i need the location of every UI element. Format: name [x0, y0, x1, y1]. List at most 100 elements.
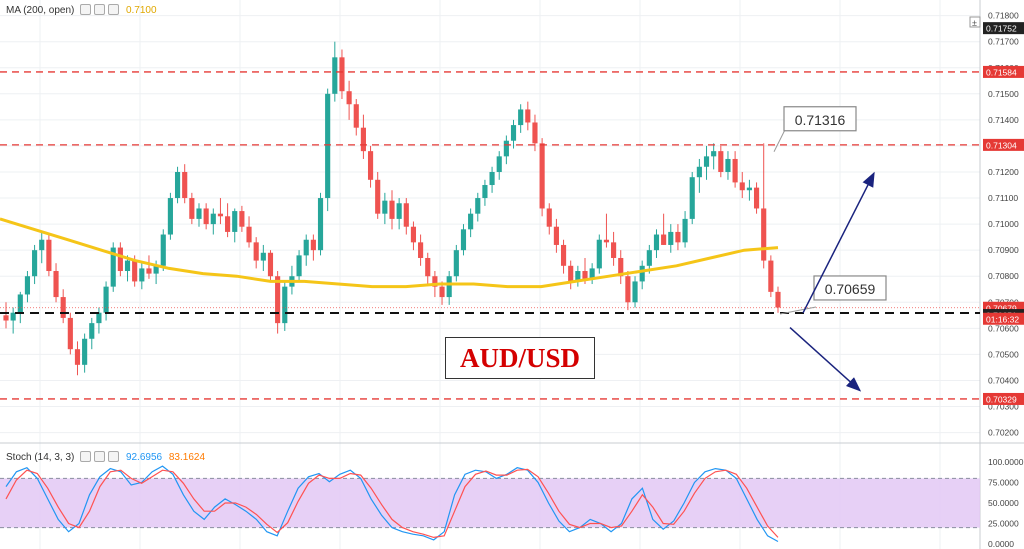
candle-body: [182, 171, 188, 199]
price-tick-label: 0.71400: [988, 115, 1019, 125]
candle-body: [646, 250, 652, 266]
candle-body: [589, 268, 595, 279]
stoch-tick-label: 100.0000: [988, 457, 1024, 467]
candle-body: [82, 338, 88, 365]
candle-body: [160, 234, 166, 266]
stoch-tick-label: 0.0000: [988, 539, 1014, 549]
callout-value-high: 0.71316: [795, 112, 846, 128]
candle-body: [296, 255, 302, 277]
ma-value: 0.7100: [125, 5, 157, 16]
candle-body: [403, 203, 409, 227]
candle-body: [582, 271, 588, 279]
candle-body: [146, 268, 152, 274]
candle-body: [225, 216, 231, 232]
countdown-label: 01:16:32: [986, 314, 1019, 324]
candle-body: [39, 239, 45, 251]
candle-body: [653, 234, 660, 251]
candle-body: [668, 231, 674, 245]
callout-pointer: [773, 127, 787, 152]
candle-body: [46, 239, 52, 272]
candle-body: [468, 213, 474, 230]
candle-body: [525, 109, 531, 123]
settings-icon[interactable]: [94, 451, 106, 462]
candle-body: [117, 247, 123, 272]
stoch-tick-label: 25.0000: [988, 519, 1019, 529]
candle-body: [703, 156, 710, 167]
candle-body: [553, 226, 559, 245]
price-tick-label: 0.71200: [988, 167, 1019, 177]
candle-body: [67, 317, 73, 350]
candle-body: [639, 265, 645, 282]
candle-body: [53, 271, 59, 298]
stoch-d-value: 83.1624: [168, 452, 206, 463]
price-tick-label: 0.71100: [988, 193, 1018, 203]
close-icon[interactable]: [108, 4, 120, 15]
candle-body: [696, 166, 702, 178]
pair-title: AUD/USD: [459, 342, 580, 373]
candle-body: [596, 239, 602, 269]
candle-body: [425, 257, 431, 277]
candle-body: [439, 286, 445, 298]
candle-body: [167, 198, 173, 235]
price-tick-label: 0.71500: [988, 89, 1019, 99]
candle-body: [89, 323, 95, 339]
price-tick-label: 0.71700: [988, 37, 1019, 47]
candle-body: [210, 213, 216, 225]
price-tick-label: 0.70400: [988, 375, 1019, 385]
candle-body: [353, 104, 359, 128]
candle-body: [603, 239, 610, 243]
axis-settings-icon: [969, 16, 981, 28]
candle-body: [661, 234, 667, 245]
price-tag-label: 0.71752: [986, 24, 1017, 34]
candle-body: [539, 143, 545, 209]
eye-icon[interactable]: [80, 4, 92, 15]
price-tag: [983, 392, 1024, 405]
candle-body: [310, 239, 316, 251]
candle-body: [139, 268, 145, 282]
candle-body: [682, 218, 688, 243]
candle-body: [568, 265, 574, 282]
settings-icon[interactable]: [94, 4, 106, 15]
candle-body: [675, 231, 681, 243]
candle-body: [3, 315, 9, 321]
ma-200-line: [0, 217, 779, 289]
candle-body: [546, 208, 552, 227]
candle-body: [260, 252, 266, 261]
candle-body: [446, 276, 452, 298]
price-tick-label: 0.70200: [988, 428, 1019, 438]
candle-body: [360, 127, 366, 152]
stoch-band: [0, 478, 980, 528]
candle-body: [382, 200, 388, 214]
candle-body: [153, 265, 159, 274]
candle-body: [418, 242, 424, 258]
candle-body: [339, 57, 345, 92]
close-icon[interactable]: [108, 451, 120, 462]
candle-body: [346, 91, 352, 105]
candle-body: [453, 250, 459, 277]
candle-body: [482, 185, 488, 199]
candle-body: [196, 208, 202, 219]
candle-body: [174, 171, 181, 199]
candle-body: [32, 250, 38, 277]
candle-body: [689, 177, 695, 219]
candle-body: [625, 276, 631, 303]
pair-title-box: AUD/USD: [445, 337, 595, 379]
arrow-down: [789, 327, 862, 392]
eye-icon[interactable]: [80, 451, 92, 462]
stoch-line-d: [5, 468, 779, 539]
candle-body: [611, 242, 617, 258]
price-tick-label: 0.71800: [988, 11, 1019, 21]
candle-body: [575, 271, 581, 282]
candle-body: [189, 198, 195, 219]
callout-pointer: [779, 306, 817, 315]
candle-body: [217, 213, 224, 217]
arrow-up: [802, 171, 875, 314]
candle-body: [203, 208, 209, 225]
candle-body: [332, 57, 338, 94]
price-tick-label: 0.70500: [988, 349, 1019, 359]
stoch-tick-label: 50.0000: [988, 498, 1019, 508]
candle-body: [325, 93, 331, 199]
candle-body: [282, 286, 288, 324]
price-tag: [983, 22, 1024, 35]
